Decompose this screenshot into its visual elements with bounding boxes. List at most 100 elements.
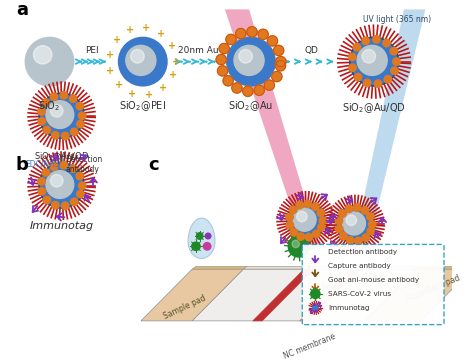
Text: +: +	[145, 90, 153, 100]
Text: T line: T line	[315, 283, 337, 292]
Circle shape	[272, 71, 282, 82]
Circle shape	[60, 92, 67, 99]
Circle shape	[76, 102, 83, 110]
Circle shape	[219, 43, 229, 54]
Circle shape	[384, 75, 392, 83]
Circle shape	[304, 200, 311, 207]
Circle shape	[391, 67, 398, 75]
Polygon shape	[188, 218, 215, 258]
Text: a: a	[16, 1, 28, 19]
Circle shape	[50, 163, 58, 170]
FancyBboxPatch shape	[302, 244, 444, 325]
Circle shape	[77, 190, 84, 198]
Circle shape	[337, 206, 374, 243]
Polygon shape	[354, 9, 425, 246]
Text: QD: QD	[305, 46, 319, 55]
Text: Detection
antibody: Detection antibody	[65, 154, 102, 174]
Circle shape	[368, 221, 376, 228]
Circle shape	[78, 182, 86, 189]
Polygon shape	[141, 269, 244, 321]
Circle shape	[38, 118, 46, 125]
Circle shape	[247, 27, 257, 37]
Circle shape	[364, 79, 371, 87]
Text: c: c	[148, 156, 159, 174]
Text: NC membrane: NC membrane	[283, 332, 337, 361]
Circle shape	[342, 212, 365, 235]
Circle shape	[350, 37, 398, 86]
Circle shape	[348, 53, 356, 61]
Circle shape	[69, 165, 77, 173]
Circle shape	[297, 211, 307, 222]
Circle shape	[318, 224, 325, 231]
Circle shape	[76, 172, 83, 180]
Text: C line: C line	[362, 273, 383, 282]
Text: EDC/NHS: EDC/NHS	[25, 160, 60, 169]
Circle shape	[39, 93, 84, 138]
Circle shape	[290, 229, 298, 236]
Circle shape	[52, 131, 59, 139]
Circle shape	[52, 201, 59, 209]
Circle shape	[292, 240, 300, 248]
Circle shape	[312, 305, 318, 310]
Circle shape	[254, 85, 264, 95]
Text: 20nm Au: 20nm Au	[178, 46, 219, 55]
Circle shape	[264, 80, 274, 90]
Circle shape	[239, 50, 253, 63]
Text: +: +	[172, 57, 181, 67]
Circle shape	[42, 169, 50, 176]
Text: +: +	[157, 29, 165, 39]
Text: +: +	[159, 83, 167, 93]
Circle shape	[288, 237, 309, 257]
Circle shape	[216, 54, 226, 65]
Text: Capture antibody: Capture antibody	[328, 263, 391, 269]
Circle shape	[312, 230, 320, 238]
Circle shape	[258, 29, 268, 39]
Circle shape	[335, 217, 343, 225]
Text: +: +	[128, 88, 137, 99]
Circle shape	[50, 104, 63, 117]
Text: Immunotag: Immunotag	[29, 221, 94, 231]
Circle shape	[43, 196, 51, 203]
Text: Detection antibody: Detection antibody	[328, 249, 398, 255]
Circle shape	[227, 37, 275, 86]
Circle shape	[131, 50, 144, 63]
Circle shape	[354, 74, 362, 81]
Text: +: +	[169, 70, 178, 80]
Circle shape	[234, 46, 264, 75]
Text: +: +	[115, 80, 123, 90]
Text: Absorbent pad: Absorbent pad	[406, 273, 462, 302]
Circle shape	[319, 217, 327, 224]
Circle shape	[71, 198, 78, 206]
Text: +: +	[168, 41, 176, 51]
Polygon shape	[192, 269, 416, 321]
Text: b: b	[16, 156, 29, 174]
Circle shape	[39, 163, 84, 208]
Circle shape	[223, 76, 233, 86]
Circle shape	[310, 289, 320, 298]
Circle shape	[390, 47, 398, 55]
Circle shape	[46, 171, 74, 198]
Circle shape	[349, 64, 356, 71]
Circle shape	[236, 28, 246, 39]
Circle shape	[346, 205, 353, 213]
Circle shape	[243, 86, 253, 96]
Text: +: +	[113, 35, 121, 45]
Circle shape	[34, 46, 52, 64]
Text: SiO$_2$@Au/QD: SiO$_2$@Au/QD	[34, 150, 89, 163]
Text: PEI: PEI	[86, 46, 99, 55]
Circle shape	[275, 61, 286, 71]
Text: SiO$_2$@Au: SiO$_2$@Au	[228, 99, 273, 113]
Text: +: +	[107, 66, 115, 76]
Circle shape	[296, 201, 303, 209]
Circle shape	[60, 162, 67, 169]
Circle shape	[346, 237, 354, 244]
Circle shape	[42, 99, 50, 106]
Circle shape	[50, 174, 63, 187]
Circle shape	[69, 95, 77, 102]
Text: +: +	[106, 50, 114, 60]
Circle shape	[393, 58, 400, 66]
Circle shape	[373, 36, 380, 43]
Circle shape	[286, 213, 293, 221]
Circle shape	[336, 225, 343, 233]
Circle shape	[50, 93, 58, 100]
